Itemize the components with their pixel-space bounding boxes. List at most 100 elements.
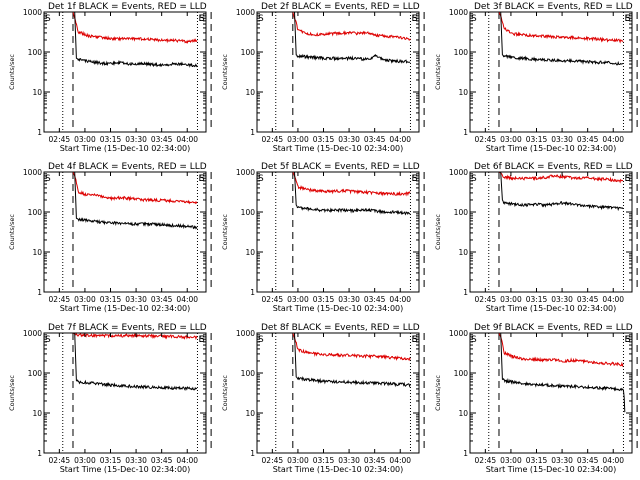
plot-frame xyxy=(256,171,420,293)
plot-frame xyxy=(469,11,633,133)
end-marker: S xyxy=(625,14,631,24)
end-marker: S xyxy=(412,335,418,345)
y-axis-label: Counts/sec xyxy=(8,375,16,411)
x-tick-label: 03:15 xyxy=(313,295,335,304)
x-axis-label: Start Time (15-Dec-10 02:34:00) xyxy=(273,144,404,153)
y-tick-label: 1 xyxy=(463,288,468,297)
panel-title: Det 2f BLACK = Events, RED = LLD xyxy=(261,2,420,12)
y-tick-label: 1 xyxy=(463,128,468,137)
y-axis-label: Counts/sec xyxy=(221,214,229,250)
x-tick-label: 02:45 xyxy=(475,295,497,304)
y-tick-label: 1 xyxy=(463,449,468,458)
end-marker: S xyxy=(625,174,631,184)
panel-9: Det 9f BLACK = Events, RED = LLD 1 10 100 10… xyxy=(434,323,638,474)
panel-title: Det 5f BLACK = Events, RED = LLD xyxy=(261,162,420,172)
end-marker: S xyxy=(412,174,418,184)
x-tick-label: 04:00 xyxy=(176,135,198,144)
x-tick-label: 02:45 xyxy=(49,295,71,304)
plot-frame xyxy=(43,171,207,293)
y-tick-label: 100 xyxy=(454,48,469,57)
events-series-line xyxy=(74,332,198,391)
x-tick-label: 03:00 xyxy=(500,456,522,465)
x-tick-label: 04:00 xyxy=(176,456,198,465)
panel-6: Det 6f BLACK = Events, RED = LLD 1 10 100 10… xyxy=(434,162,638,313)
end-marker: E xyxy=(624,335,630,345)
y-tick-label: 10 xyxy=(32,409,42,418)
end-marker: S xyxy=(199,14,205,24)
lld-series-line xyxy=(292,11,411,41)
y-tick-label: 1 xyxy=(37,449,42,458)
x-tick-label: 04:00 xyxy=(176,295,198,304)
x-tick-label: 03:15 xyxy=(526,295,548,304)
plot-frame xyxy=(256,11,420,133)
y-axis-label: Counts/sec xyxy=(221,375,229,411)
x-axis-label: Start Time (15-Dec-10 02:34:00) xyxy=(486,465,617,474)
end-marker: E xyxy=(624,14,630,24)
panel-title: Det 9f BLACK = Events, RED = LLD xyxy=(474,323,633,333)
y-axis-label: Counts/sec xyxy=(221,54,229,90)
x-tick-label: 03:30 xyxy=(338,135,360,144)
panel-title: Det 4f BLACK = Events, RED = LLD xyxy=(48,162,207,172)
x-tick-label: 03:15 xyxy=(313,456,335,465)
y-axis-label: Counts/sec xyxy=(8,214,16,250)
x-axis-label: Start Time (15-Dec-10 02:34:00) xyxy=(273,304,404,313)
events-series-line xyxy=(294,11,411,64)
y-tick-label: 1000 xyxy=(236,8,255,17)
y-tick-label: 100 xyxy=(241,48,256,57)
x-tick-label: 03:45 xyxy=(151,295,173,304)
x-tick-label: 03:00 xyxy=(287,295,309,304)
y-tick-label: 1000 xyxy=(449,329,468,338)
y-tick-label: 1000 xyxy=(236,329,255,338)
lld-series-line xyxy=(72,11,198,44)
x-tick-label: 03:30 xyxy=(125,135,147,144)
lld-series-line xyxy=(72,332,198,341)
events-series-line xyxy=(74,11,198,68)
panel-7: Det 7f BLACK = Events, RED = LLD 1 10 100 10… xyxy=(8,323,212,474)
events-series-line xyxy=(74,171,198,230)
start-marker: S xyxy=(45,174,51,184)
panel-title: Det 8f BLACK = Events, RED = LLD xyxy=(261,323,420,333)
x-tick-label: 04:00 xyxy=(602,456,624,465)
lld-series-line xyxy=(72,171,198,205)
end-marker: S xyxy=(625,335,631,345)
start-marker: S xyxy=(258,174,264,184)
events-series-line xyxy=(500,171,624,212)
end-marker: S xyxy=(199,335,205,345)
y-tick-label: 1000 xyxy=(449,168,468,177)
start-marker: S xyxy=(258,335,264,345)
y-tick-label: 1 xyxy=(250,449,255,458)
x-axis-label: Start Time (15-Dec-10 02:34:00) xyxy=(60,465,191,474)
x-tick-label: 03:15 xyxy=(526,135,548,144)
start-marker: S xyxy=(471,335,477,345)
x-axis-label: Start Time (15-Dec-10 02:34:00) xyxy=(486,144,617,153)
y-tick-label: 1000 xyxy=(449,8,468,17)
x-tick-label: 03:00 xyxy=(500,135,522,144)
panel-4: Det 4f BLACK = Events, RED = LLD 1 10 100 10… xyxy=(8,162,212,313)
x-tick-label: 03:00 xyxy=(74,135,96,144)
y-tick-label: 10 xyxy=(245,248,255,257)
y-tick-label: 100 xyxy=(241,208,256,217)
y-tick-label: 100 xyxy=(28,208,43,217)
events-series-line xyxy=(294,332,411,388)
x-tick-label: 03:00 xyxy=(74,295,96,304)
x-tick-label: 03:15 xyxy=(100,295,122,304)
y-tick-label: 10 xyxy=(245,88,255,97)
start-marker: S xyxy=(471,174,477,184)
x-tick-label: 03:15 xyxy=(526,456,548,465)
x-tick-label: 03:30 xyxy=(551,135,573,144)
y-axis-label: Counts/sec xyxy=(434,54,442,90)
end-marker: E xyxy=(624,174,630,184)
x-tick-label: 03:45 xyxy=(577,135,599,144)
x-tick-label: 03:00 xyxy=(287,135,309,144)
y-tick-label: 10 xyxy=(245,409,255,418)
y-tick-label: 1000 xyxy=(23,8,42,17)
x-axis-label: Start Time (15-Dec-10 02:34:00) xyxy=(273,465,404,474)
panel-title: Det 3f BLACK = Events, RED = LLD xyxy=(474,2,633,12)
x-tick-label: 03:00 xyxy=(74,456,96,465)
y-tick-label: 1 xyxy=(250,128,255,137)
y-tick-label: 1 xyxy=(250,288,255,297)
panel-2: Det 2f BLACK = Events, RED = LLD 1 10 100 10… xyxy=(221,2,425,153)
x-tick-label: 04:00 xyxy=(389,456,411,465)
x-tick-label: 03:45 xyxy=(364,456,386,465)
